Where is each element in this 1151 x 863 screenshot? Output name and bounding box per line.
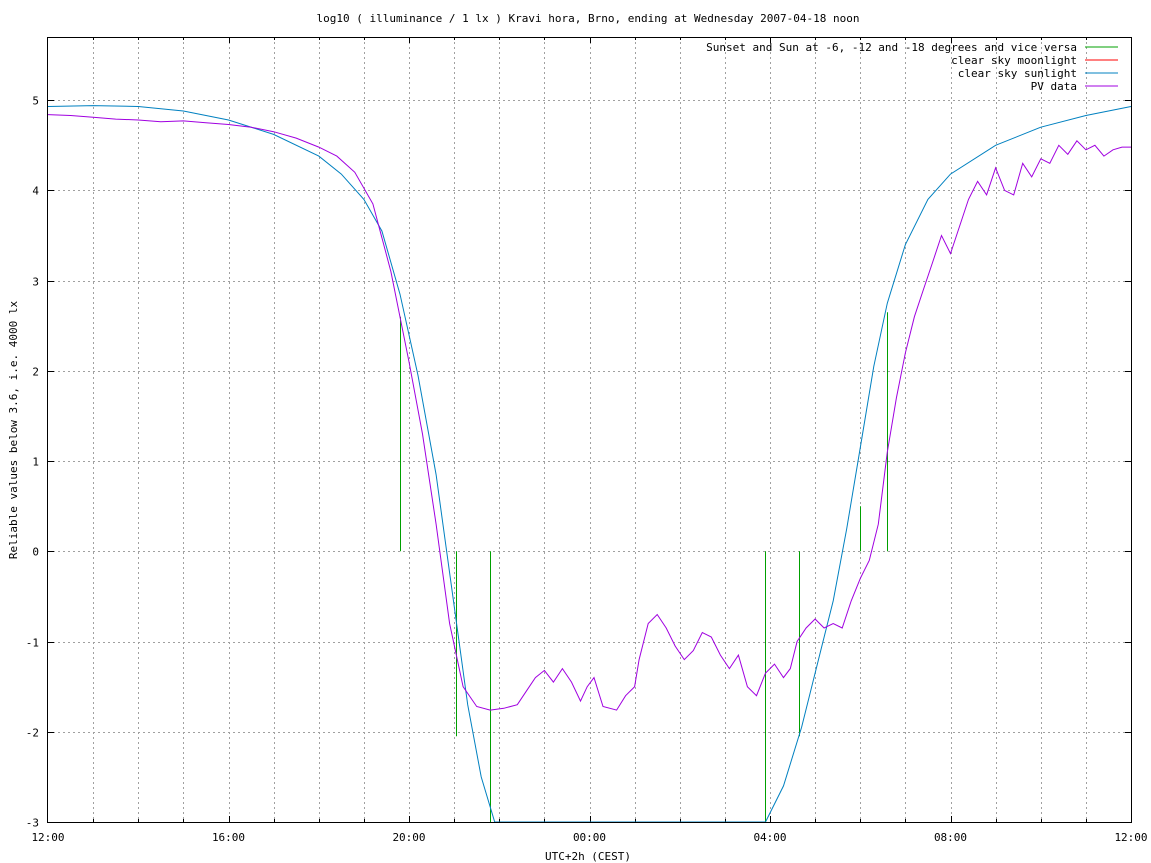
- grid-lines: [48, 37, 1131, 822]
- legend-label: clear sky moonlight: [951, 54, 1077, 67]
- x-tick-label: 12:00: [31, 831, 64, 844]
- x-tick-label: 04:00: [753, 831, 786, 844]
- y-tick-label: -1: [26, 637, 39, 650]
- series-2: [47, 105, 1132, 823]
- series-line: [47, 114, 1131, 711]
- x-axis-label: UTC+2h (CEST): [545, 850, 631, 863]
- series-line: [47, 105, 1132, 823]
- plot-frame: [47, 37, 1132, 823]
- y-tick-label: 1: [32, 456, 39, 469]
- y-tick-label: 4: [32, 185, 39, 198]
- y-tick-label: 3: [32, 276, 39, 289]
- y-axis-label: Reliable values below 3.6, i.e. 4000 lx: [7, 300, 20, 559]
- y-tick-labels: 5 4 3 2 1 0 -1 -2 -3: [26, 95, 40, 830]
- y-tick-label: -3: [26, 817, 39, 830]
- legend-label: PV data: [1031, 80, 1077, 93]
- y-tick-label: -2: [26, 727, 39, 740]
- series-0: [400, 312, 888, 822]
- x-tick-label: 12:00: [1114, 831, 1147, 844]
- x-tick-label: 20:00: [392, 831, 425, 844]
- y-tick-label: 2: [32, 366, 39, 379]
- plot-series: [47, 105, 1132, 823]
- axis-ticks: [48, 37, 1131, 823]
- series-3: [47, 114, 1131, 711]
- legend: Sunset and Sun at -6, -12 and -18 degree…: [706, 41, 1118, 93]
- y-tick-label: 0: [32, 546, 39, 559]
- legend-label: clear sky sunlight: [958, 67, 1077, 80]
- y-tick-label: 5: [32, 95, 39, 108]
- x-tick-label: 00:00: [573, 831, 606, 844]
- x-tick-labels: 12:00 16:00 20:00 00:00 04:00 08:00 12:00: [31, 831, 1147, 844]
- legend-label: Sunset and Sun at -6, -12 and -18 degree…: [706, 41, 1077, 54]
- chart-title: log10 ( illuminance / 1 lx ) Kravi hora,…: [316, 12, 859, 25]
- x-tick-label: 16:00: [212, 831, 245, 844]
- x-tick-label: 08:00: [934, 831, 967, 844]
